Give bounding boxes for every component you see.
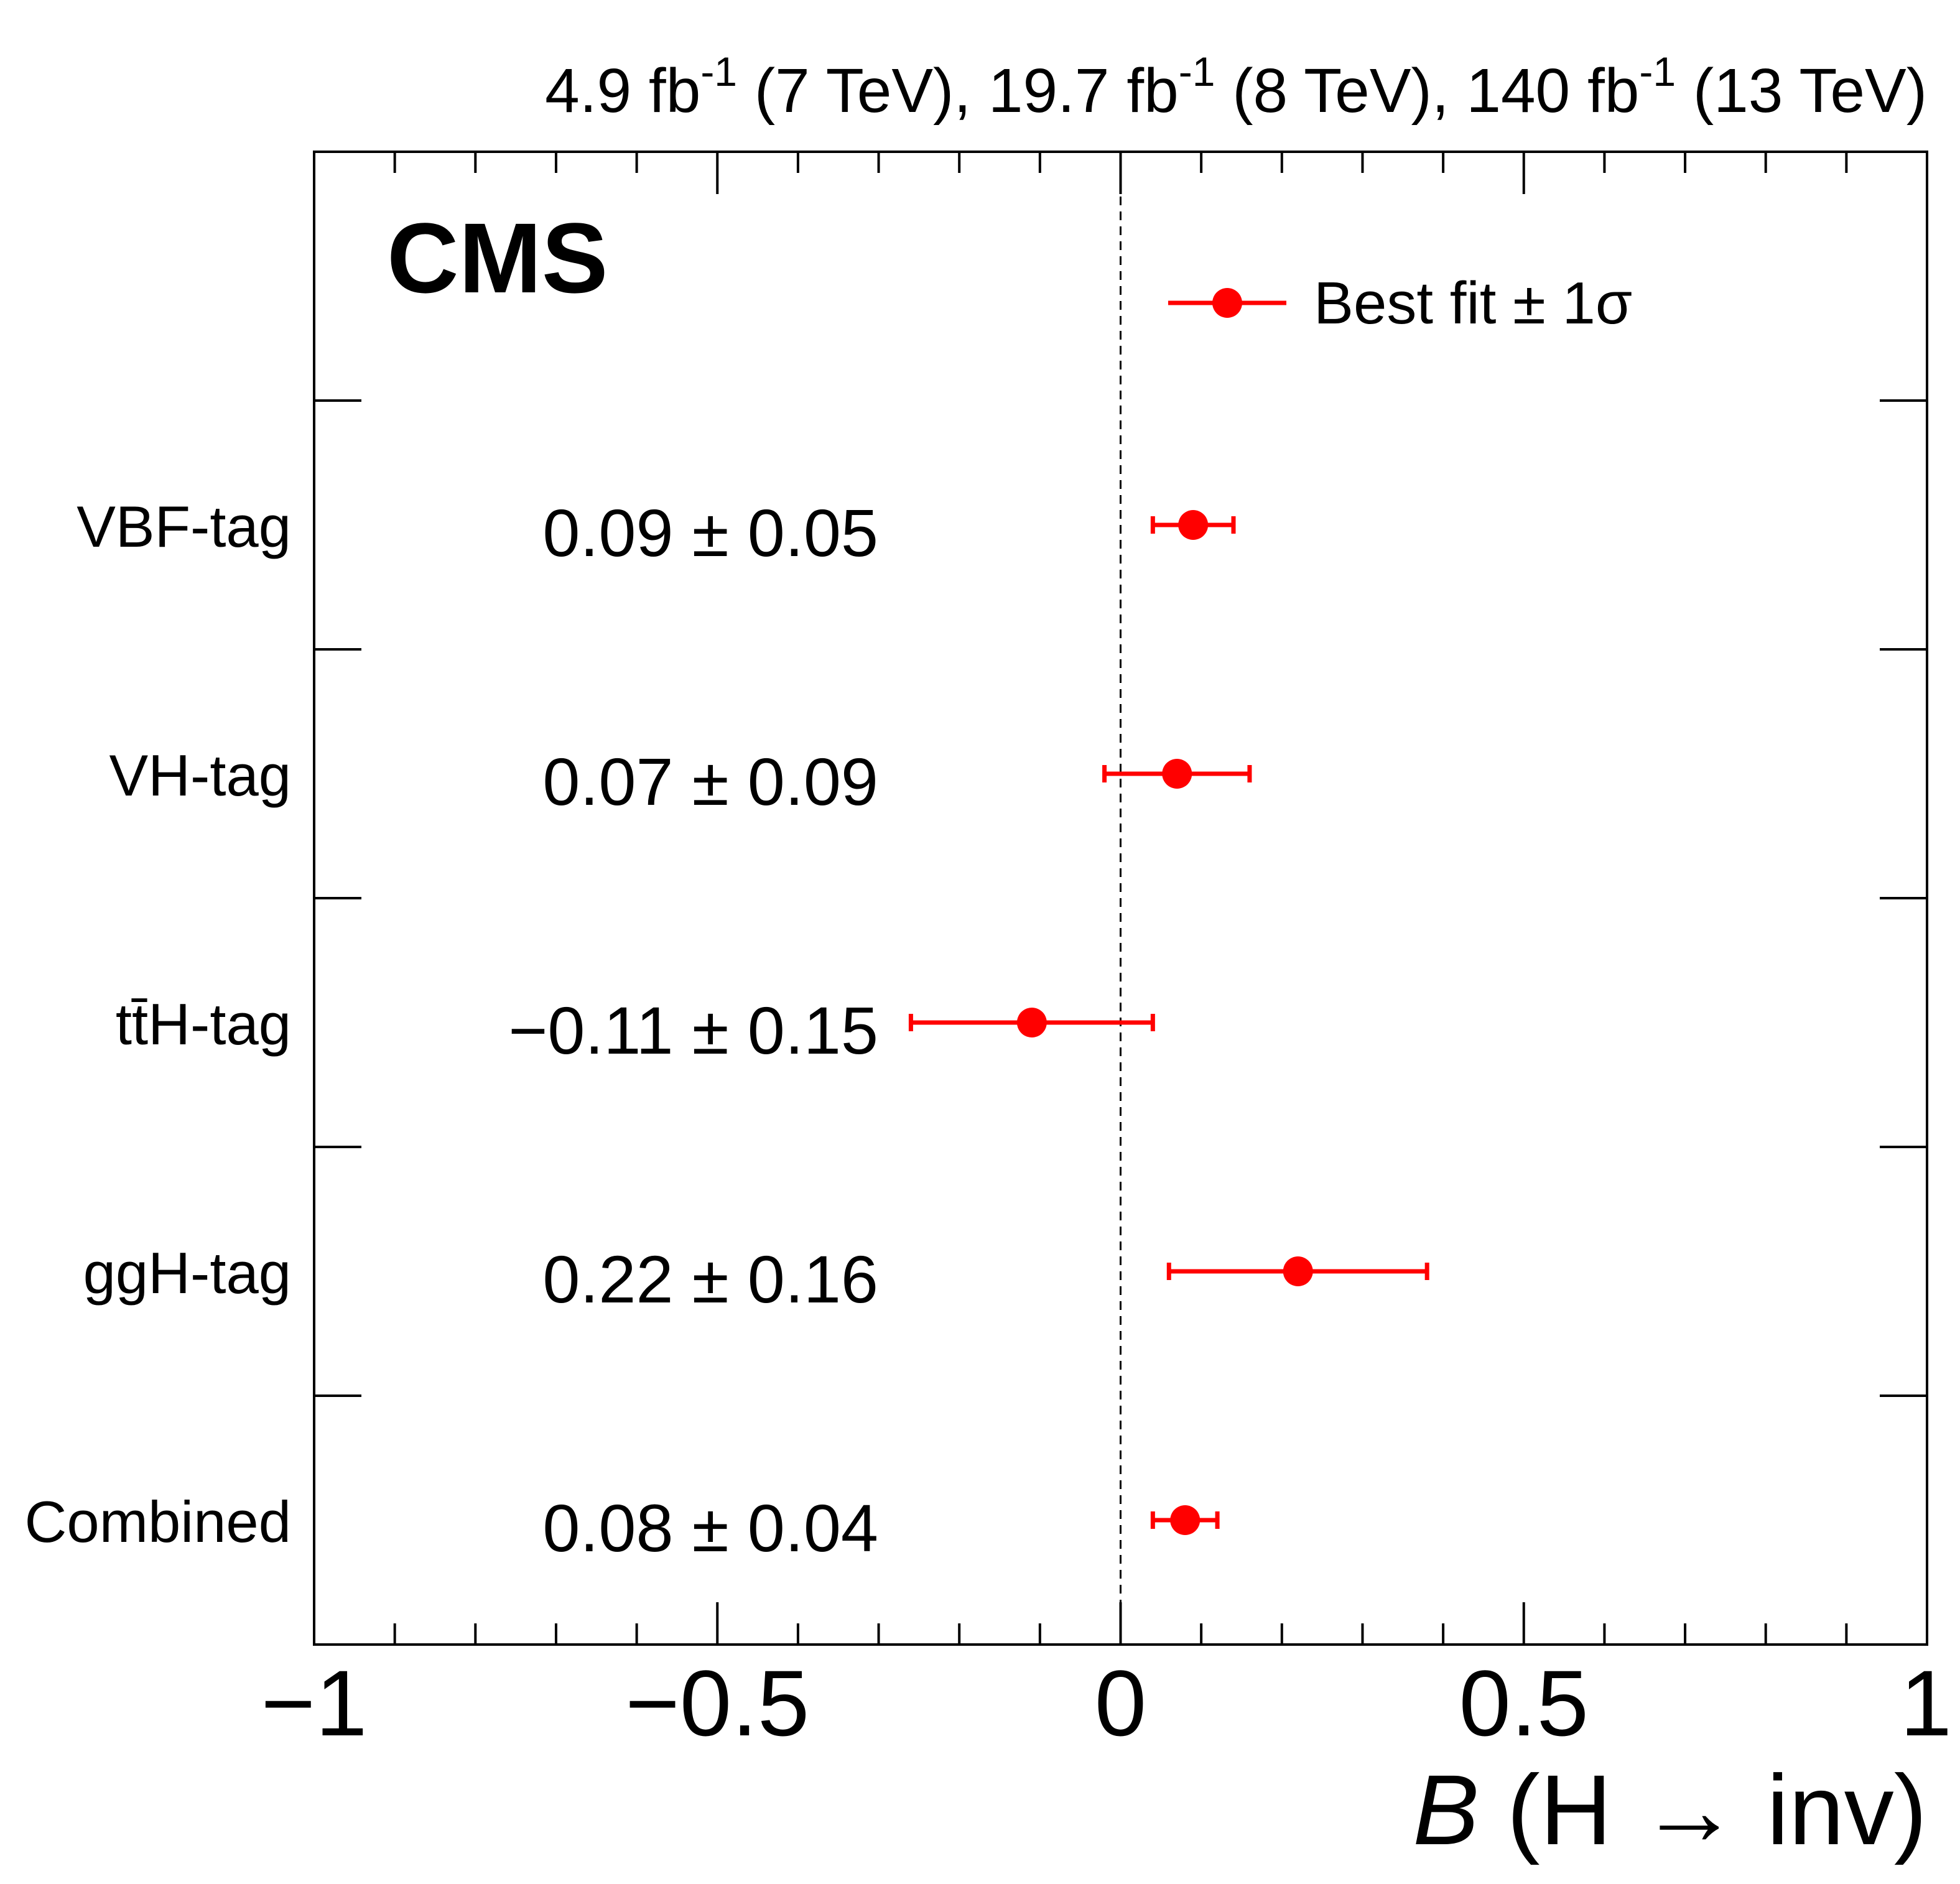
category-rows: VBF-tag 0.09 ± 0.05 VH-tag 0.07 ± 0.09 tt̄H-… — [25, 494, 1429, 1566]
lumi-unit-2: fb — [1126, 56, 1178, 126]
category-label: ggH-tag — [83, 1240, 291, 1306]
lumi-value-2: 19.7 — [988, 56, 1110, 126]
best-fit-marker — [1178, 510, 1209, 540]
x-tick-label: 0 — [1095, 1651, 1146, 1755]
value-text: 0.07 ± 0.09 — [542, 744, 878, 819]
legend-marker — [1212, 288, 1242, 318]
category-row: Combined 0.08 ± 0.04 — [25, 1489, 1220, 1566]
lumi-energy-2: (8 TeV), — [1232, 56, 1449, 126]
lumi-value-1: 4.9 — [545, 56, 631, 126]
legend-label: Best fit ± 1σ — [1314, 270, 1632, 336]
lumi-energy-1: (7 TeV), — [755, 56, 971, 126]
category-label: VH-tag — [109, 743, 291, 808]
x-tick-label: 0.5 — [1459, 1651, 1589, 1755]
best-fit-marker — [1283, 1256, 1313, 1286]
x-tick-labels: −1 −0.5 0 0.5 1 — [261, 1651, 1952, 1755]
value-text: 0.09 ± 0.05 — [542, 495, 878, 570]
x-axis-symbol: B — [1413, 1754, 1479, 1865]
lumi-unit-3: fb — [1587, 56, 1639, 126]
lumi-energy-3: (13 TeV) — [1693, 56, 1927, 126]
best-fit-marker — [1170, 1505, 1201, 1535]
lumi-value-3: 140 — [1466, 56, 1570, 126]
lumi-unit-1: fb — [649, 56, 700, 126]
lumi-label: 4.9 fb-1 (7 TeV), 19.7 fb-1 (8 TeV), 140… — [545, 49, 1927, 126]
value-text: 0.08 ± 0.04 — [542, 1490, 878, 1566]
category-row: VBF-tag 0.09 ± 0.05 — [77, 494, 1236, 570]
value-text: 0.22 ± 0.16 — [542, 1241, 878, 1317]
category-row: VH-tag 0.07 ± 0.09 — [109, 743, 1252, 819]
category-label: VBF-tag — [77, 494, 291, 559]
x-tick-label: −1 — [261, 1651, 367, 1755]
best-fit-marker — [1016, 1008, 1047, 1037]
best-fit-marker — [1162, 759, 1192, 789]
lumi-sup-1: -1 — [700, 49, 737, 95]
category-row: ggH-tag 0.22 ± 0.16 — [83, 1240, 1429, 1317]
category-row: tt̄H-tag −0.11 ± 0.15 — [116, 991, 1155, 1068]
x-tick-label: −0.5 — [625, 1651, 809, 1755]
x-axis-title: B (H → inv) — [1413, 1754, 1927, 1865]
legend: Best fit ± 1σ — [1168, 270, 1632, 336]
category-label: tt̄H-tag — [116, 991, 291, 1057]
lumi-sup-2: -1 — [1179, 49, 1215, 95]
lumi-sup-3: -1 — [1639, 49, 1676, 95]
x-tick-label: 1 — [1900, 1651, 1952, 1755]
experiment-label: CMS — [387, 202, 608, 313]
value-text: −0.11 ± 0.15 — [508, 993, 878, 1068]
x-axis-rest: (H → inv) — [1507, 1754, 1927, 1865]
category-label: Combined — [25, 1489, 291, 1554]
